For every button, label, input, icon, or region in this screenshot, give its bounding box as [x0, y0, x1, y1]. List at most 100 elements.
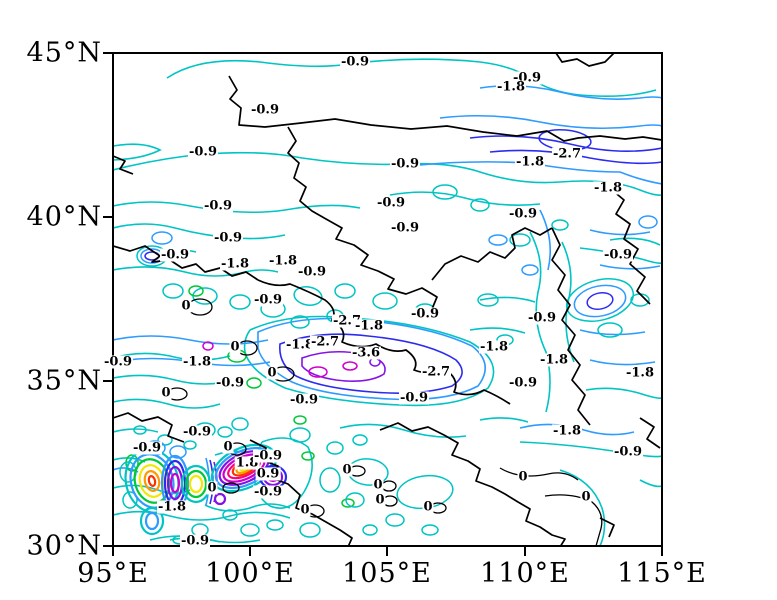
contour-label: -1.8: [592, 180, 624, 196]
contour-loop-cyan: [290, 315, 310, 329]
contour-label: -1.8: [538, 352, 570, 368]
contour-label: -0.9: [612, 444, 644, 460]
contour-label: 0: [299, 502, 311, 518]
contour-label: -1.8: [267, 253, 299, 269]
extremum-ring-dodger: [144, 511, 160, 531]
contour-label: -2.7: [309, 334, 341, 350]
x-axis-tick-label: 100°E: [205, 558, 295, 589]
extremum-ring-purple: [213, 492, 227, 506]
contour-loop-cyan: [551, 219, 569, 231]
extremum-ring-green: [184, 469, 208, 499]
contour-label: -1.8: [219, 256, 251, 272]
contour-label: -1.8: [624, 365, 656, 381]
contour-path-cyan: [585, 387, 662, 399]
contour-path-cyan: [166, 58, 657, 98]
contour-loop-cyan: [240, 523, 260, 537]
zero-contour-loop: [187, 298, 213, 316]
contour-loop-dodger: [638, 215, 658, 229]
contour-loop-green: [301, 451, 315, 461]
contour-label: -0.9: [252, 484, 284, 500]
contour-label: -0.9: [202, 198, 234, 214]
contour-label: 0: [517, 469, 529, 485]
contour-path-cyan: [113, 352, 231, 361]
contour-loop-cyan: [470, 198, 490, 212]
extremum-ring-orange: [143, 470, 161, 492]
contour-loop-cyan: [334, 283, 356, 299]
contour-path-cyan: [113, 398, 221, 409]
contour-label: -1.8: [181, 354, 213, 370]
contour-loop-cyan: [385, 513, 405, 527]
contour-path-purple: [301, 350, 386, 382]
contour-loop-cyan: [352, 434, 368, 446]
contour-path-royal: [279, 333, 463, 394]
map-boundary: [113, 412, 185, 443]
contour-label: -0.9: [339, 54, 371, 70]
y-axis-tick-label: 30°N: [26, 530, 102, 562]
contour-label: 0: [341, 462, 353, 478]
contour-label: -0.9: [375, 195, 407, 211]
contour-label: -0.9: [507, 206, 539, 222]
contour-label: -1.8: [514, 154, 546, 170]
contour-label: 0: [422, 499, 434, 515]
contour-path-cyan: [204, 503, 291, 512]
contour-path-cyan: [113, 428, 159, 433]
extremum-ring-yellow: [188, 474, 204, 494]
map-boundary: [228, 75, 662, 142]
contour-loop-cyan: [299, 522, 321, 538]
map-boundary: [599, 517, 615, 538]
contour-path-dodger: [599, 264, 661, 270]
contour-label: -1.8: [478, 339, 510, 355]
contour-label: -1.8: [156, 499, 188, 515]
x-axis-tick-label: 110°E: [480, 558, 570, 589]
map-boundary: [379, 422, 566, 546]
contour-label: 0: [229, 339, 241, 355]
contour-layer: [113, 53, 662, 546]
contour-path-dodger: [439, 114, 662, 130]
contour-label: 0: [206, 480, 218, 496]
contour-loop-cyan: [122, 491, 138, 509]
contour-label: -0.9: [389, 156, 421, 172]
extremum-ring-magenta: [169, 472, 181, 494]
contour-loop-cyan: [345, 492, 365, 508]
contour-path-royal: [469, 135, 662, 152]
contour-label: -1.8: [353, 318, 385, 334]
contour-path-dodger: [419, 161, 662, 185]
extremum-ring-yellow: [138, 464, 166, 498]
extremum-ring-cyan: [139, 506, 165, 536]
contour-loop-cyan: [421, 524, 439, 536]
contour-label: 0: [222, 439, 234, 455]
contour-label: 0: [580, 489, 592, 505]
zero-contour-line: [544, 494, 603, 546]
contour-loop-magenta: [342, 361, 358, 371]
contour-path-cyan: [639, 479, 662, 488]
extremum-ring-red: [147, 475, 157, 487]
contour-label: -0.9: [602, 247, 634, 263]
y-axis-tick-label: 35°N: [26, 365, 102, 397]
contour-label: 0: [266, 365, 278, 381]
contour-loop-cyan: [183, 440, 197, 450]
contour-label: -0.9: [212, 230, 244, 246]
contour-path-dodger: [589, 229, 651, 236]
contour-path-cyan: [113, 223, 286, 240]
contour-path-cyan: [469, 327, 526, 334]
contour-path-cyan: [113, 266, 279, 277]
contour-path-dodger: [519, 423, 635, 436]
contour-path-cyan: [113, 510, 291, 521]
contour-label: -0.9: [296, 264, 328, 280]
contour-label: -0.9: [214, 375, 246, 391]
contour-loop-cyan: [229, 294, 251, 310]
x-axis-tick-label: 105°E: [342, 558, 432, 589]
contour-loop-cyan: [133, 425, 147, 435]
contour-loop-cyan: [162, 283, 184, 299]
contour-label: -0.9: [187, 144, 219, 160]
contour-loop-cyan: [477, 293, 499, 307]
map-boundary: [113, 245, 259, 281]
y-axis-tick-label: 40°N: [26, 201, 102, 233]
contour-label: -0.9: [526, 310, 558, 326]
contour-label: -0.9: [389, 220, 421, 236]
contour-label: -0.9: [179, 533, 211, 549]
map-boundary: [551, 227, 591, 426]
x-axis-tick-label: 115°E: [617, 558, 707, 589]
zero-contour-loop: [222, 482, 240, 494]
